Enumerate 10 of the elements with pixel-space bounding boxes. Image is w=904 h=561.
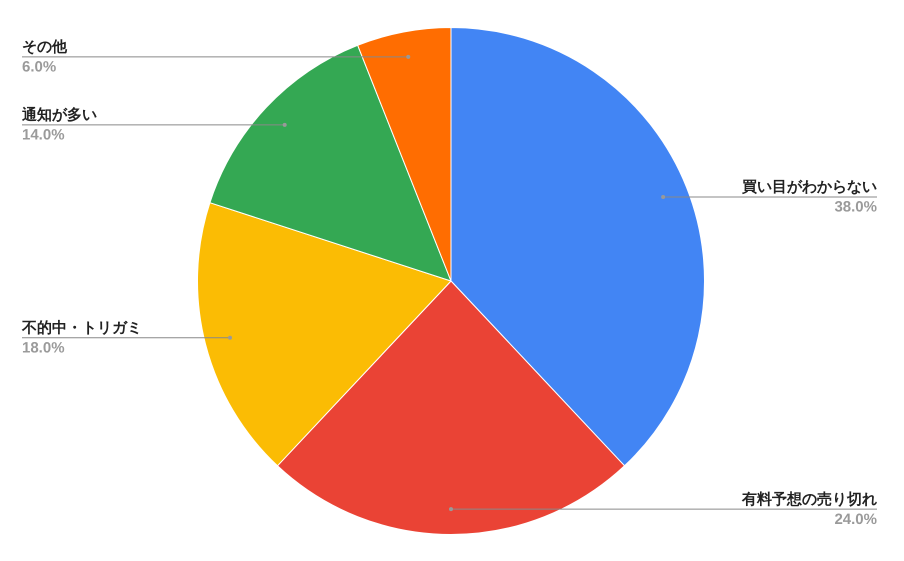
slice-label: 不的中・トリガミ bbox=[21, 319, 142, 336]
slice-label: その他 bbox=[22, 38, 68, 56]
slice-label: 買い目がわからない bbox=[741, 178, 877, 196]
data-label: 38.0% bbox=[834, 198, 877, 216]
data-label: 14.0% bbox=[22, 126, 65, 144]
data-label: 6.0% bbox=[22, 58, 56, 76]
data-label: 24.0% bbox=[834, 510, 877, 528]
slice-label: 通知が多い bbox=[21, 106, 97, 124]
slice-label: 有料予想の売り切れ bbox=[741, 490, 877, 508]
data-label: 18.0% bbox=[22, 339, 65, 356]
